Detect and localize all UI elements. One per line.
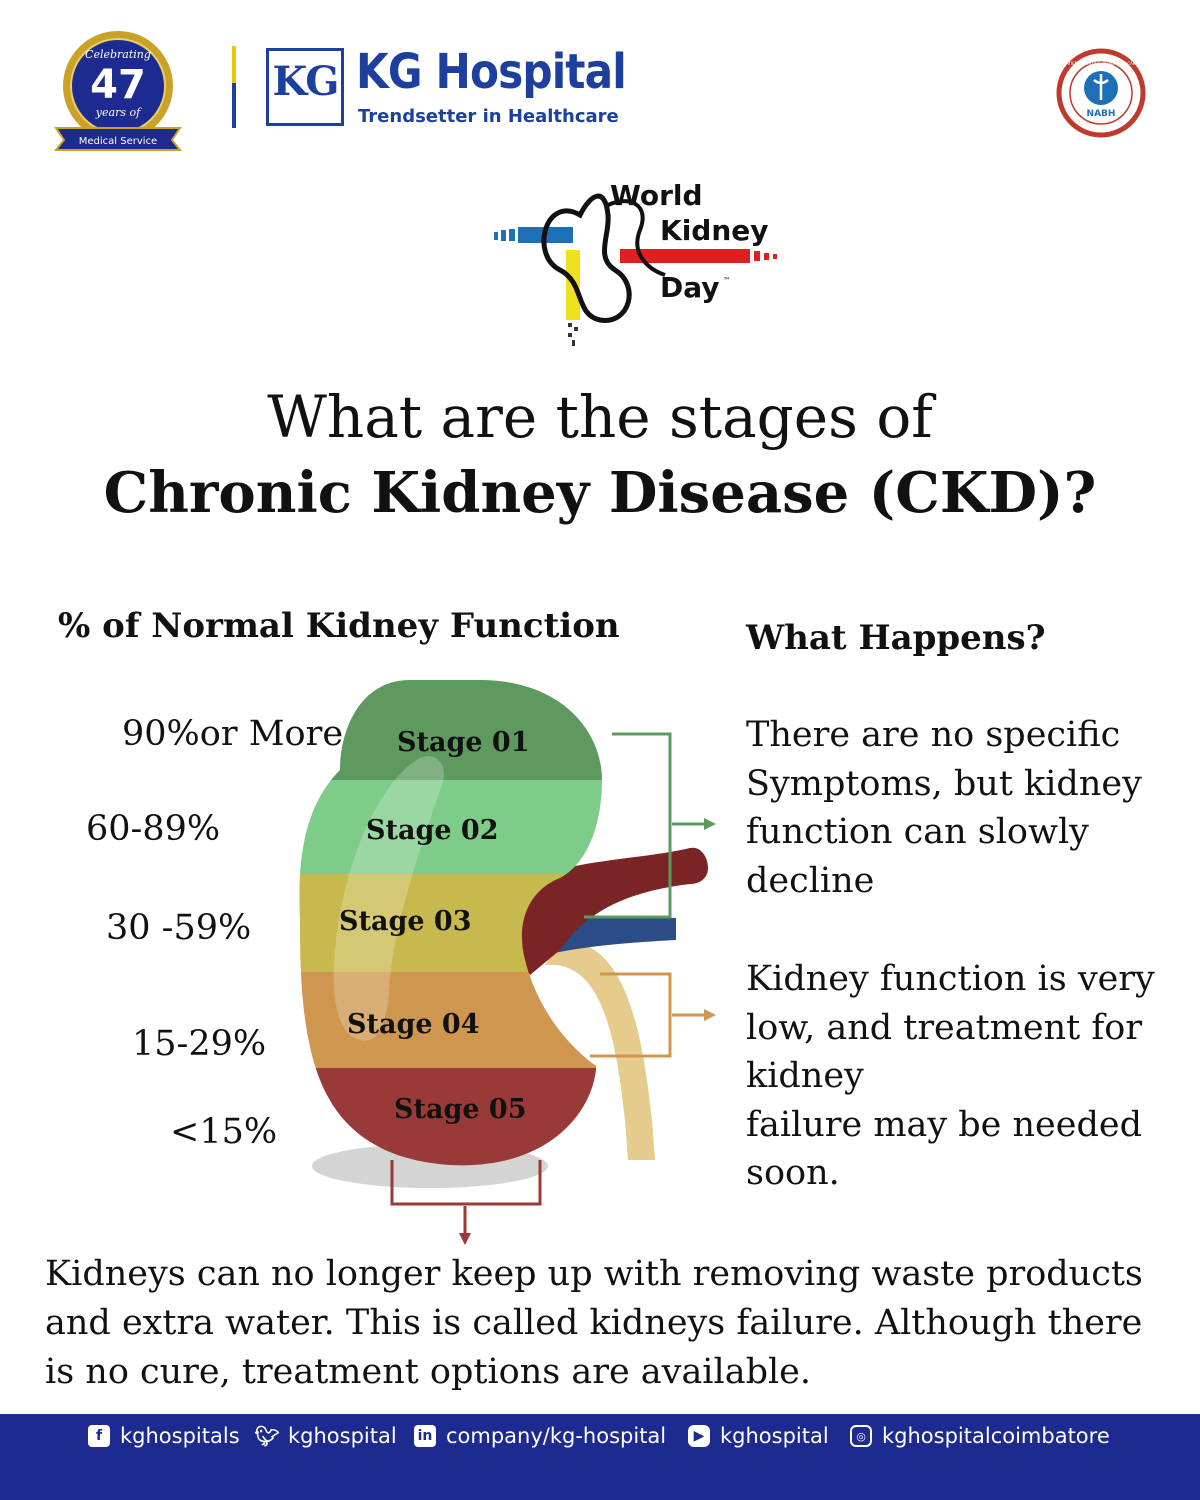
badge-ribbon: Medical Service — [79, 136, 157, 147]
late-desc-line: soon. — [746, 1153, 840, 1193]
stage-3-label: Stage 03 — [339, 906, 472, 937]
nabh-ring-bottom: ACCREDITED — [1088, 126, 1114, 131]
social-footer — [0, 1414, 1200, 1500]
ureter — [545, 940, 655, 1160]
title-line2: Chronic Kidney Disease (CKD)? — [103, 460, 1097, 526]
instagram-handle: kghospitalcoimbatore — [882, 1424, 1110, 1448]
header-divider — [232, 46, 236, 128]
wkd-line1: World — [610, 179, 703, 212]
twitter-icon: 🐦︎ — [254, 1424, 280, 1448]
wkd-line3: Day — [660, 271, 720, 304]
stage-4-percent: 15-29% — [132, 1024, 267, 1064]
early-desc-line: function can slowly — [746, 812, 1089, 852]
youtube-link[interactable]: ▶ kghospital — [688, 1421, 829, 1451]
facebook-icon: f — [88, 1425, 110, 1447]
stage-5-label: Stage 05 — [394, 1094, 527, 1125]
stage-1-percent: 90%or More — [122, 714, 344, 754]
wkd-trademark: ™ — [723, 276, 731, 285]
nabh-accreditation-seal: PATIENT SAFETY & QUALITY OF CARE NABH AC… — [1056, 48, 1146, 138]
early-stages-description: There are no specific Symptoms, but kidn… — [746, 711, 1186, 905]
what-happens-heading: What Happens? — [746, 618, 1046, 658]
wkd-line2: Kidney — [660, 214, 769, 247]
nabh-text: NABH — [1087, 109, 1116, 119]
stage-3-percent: 30 -59% — [106, 908, 252, 948]
instagram-icon: ◎ — [850, 1425, 872, 1447]
nabh-ring-top: PATIENT SAFETY & QUALITY OF CARE — [1064, 61, 1139, 66]
early-desc-line: decline — [746, 860, 875, 901]
stage-1-label: Stage 01 — [397, 727, 530, 758]
facebook-handle: kghospitals — [120, 1424, 240, 1448]
late-desc-line: Kidney function is very — [746, 959, 1155, 999]
kg-logo-text: KG — [272, 58, 340, 105]
kidney-highlight — [333, 756, 444, 1041]
linkedin-handle: company/kg-hospital — [446, 1424, 667, 1448]
stage-4-label: Stage 04 — [347, 1009, 480, 1040]
stage-2-percent: 60-89% — [86, 809, 221, 849]
early-desc-line: Symptoms, but kidney — [746, 763, 1142, 804]
badge-number: 47 — [90, 62, 146, 108]
badge-line1: Celebrating — [85, 48, 151, 61]
stage-2-label: Stage 02 — [366, 815, 499, 846]
linkedin-icon: in — [414, 1425, 436, 1447]
facebook-link[interactable]: f kghospitals — [88, 1421, 240, 1451]
kg-logo-mark — [266, 48, 344, 126]
failure-arrow-head — [459, 1233, 471, 1245]
kidney-failure-description: Kidneys can no longer keep up with remov… — [45, 1254, 1143, 1392]
late-desc-line: low, and treatment for — [746, 1007, 1143, 1048]
anniversary-badge: Celebrating 47 years of Medical Service — [53, 31, 183, 151]
linkedin-link[interactable]: in company/kg-hospital — [414, 1421, 666, 1451]
twitter-link[interactable]: 🐦︎ kghospital — [254, 1421, 397, 1451]
early-desc-line: There are no specific — [746, 715, 1121, 755]
stage-2-band — [299, 780, 602, 874]
twitter-handle: kghospital — [288, 1424, 397, 1448]
world-kidney-day-logo: World Kidney Day ™ — [494, 179, 777, 346]
late-stages-description: Kidney function is very low, and treatme… — [746, 955, 1186, 1198]
late-desc-line: failure may be needed — [746, 1104, 1143, 1145]
hospital-tagline: Trendsetter in Healthcare — [358, 106, 619, 127]
kidney-function-heading: % of Normal Kidney Function — [58, 606, 620, 646]
stage-5-percent: <15% — [170, 1112, 278, 1152]
late-desc-line: kidney — [746, 1056, 864, 1096]
youtube-handle: kghospital — [720, 1424, 829, 1448]
badge-line2: years of — [95, 106, 142, 119]
instagram-link[interactable]: ◎ kghospitalcoimbatore — [850, 1421, 1110, 1451]
youtube-icon: ▶ — [688, 1425, 710, 1447]
hospital-name: KG Hospital — [356, 44, 627, 100]
title-line1: What are the stages of — [267, 383, 933, 451]
kidney-stages-diagram: Stage 01 Stage 02 Stage 03 Stage 04 Stag… — [299, 680, 708, 1188]
